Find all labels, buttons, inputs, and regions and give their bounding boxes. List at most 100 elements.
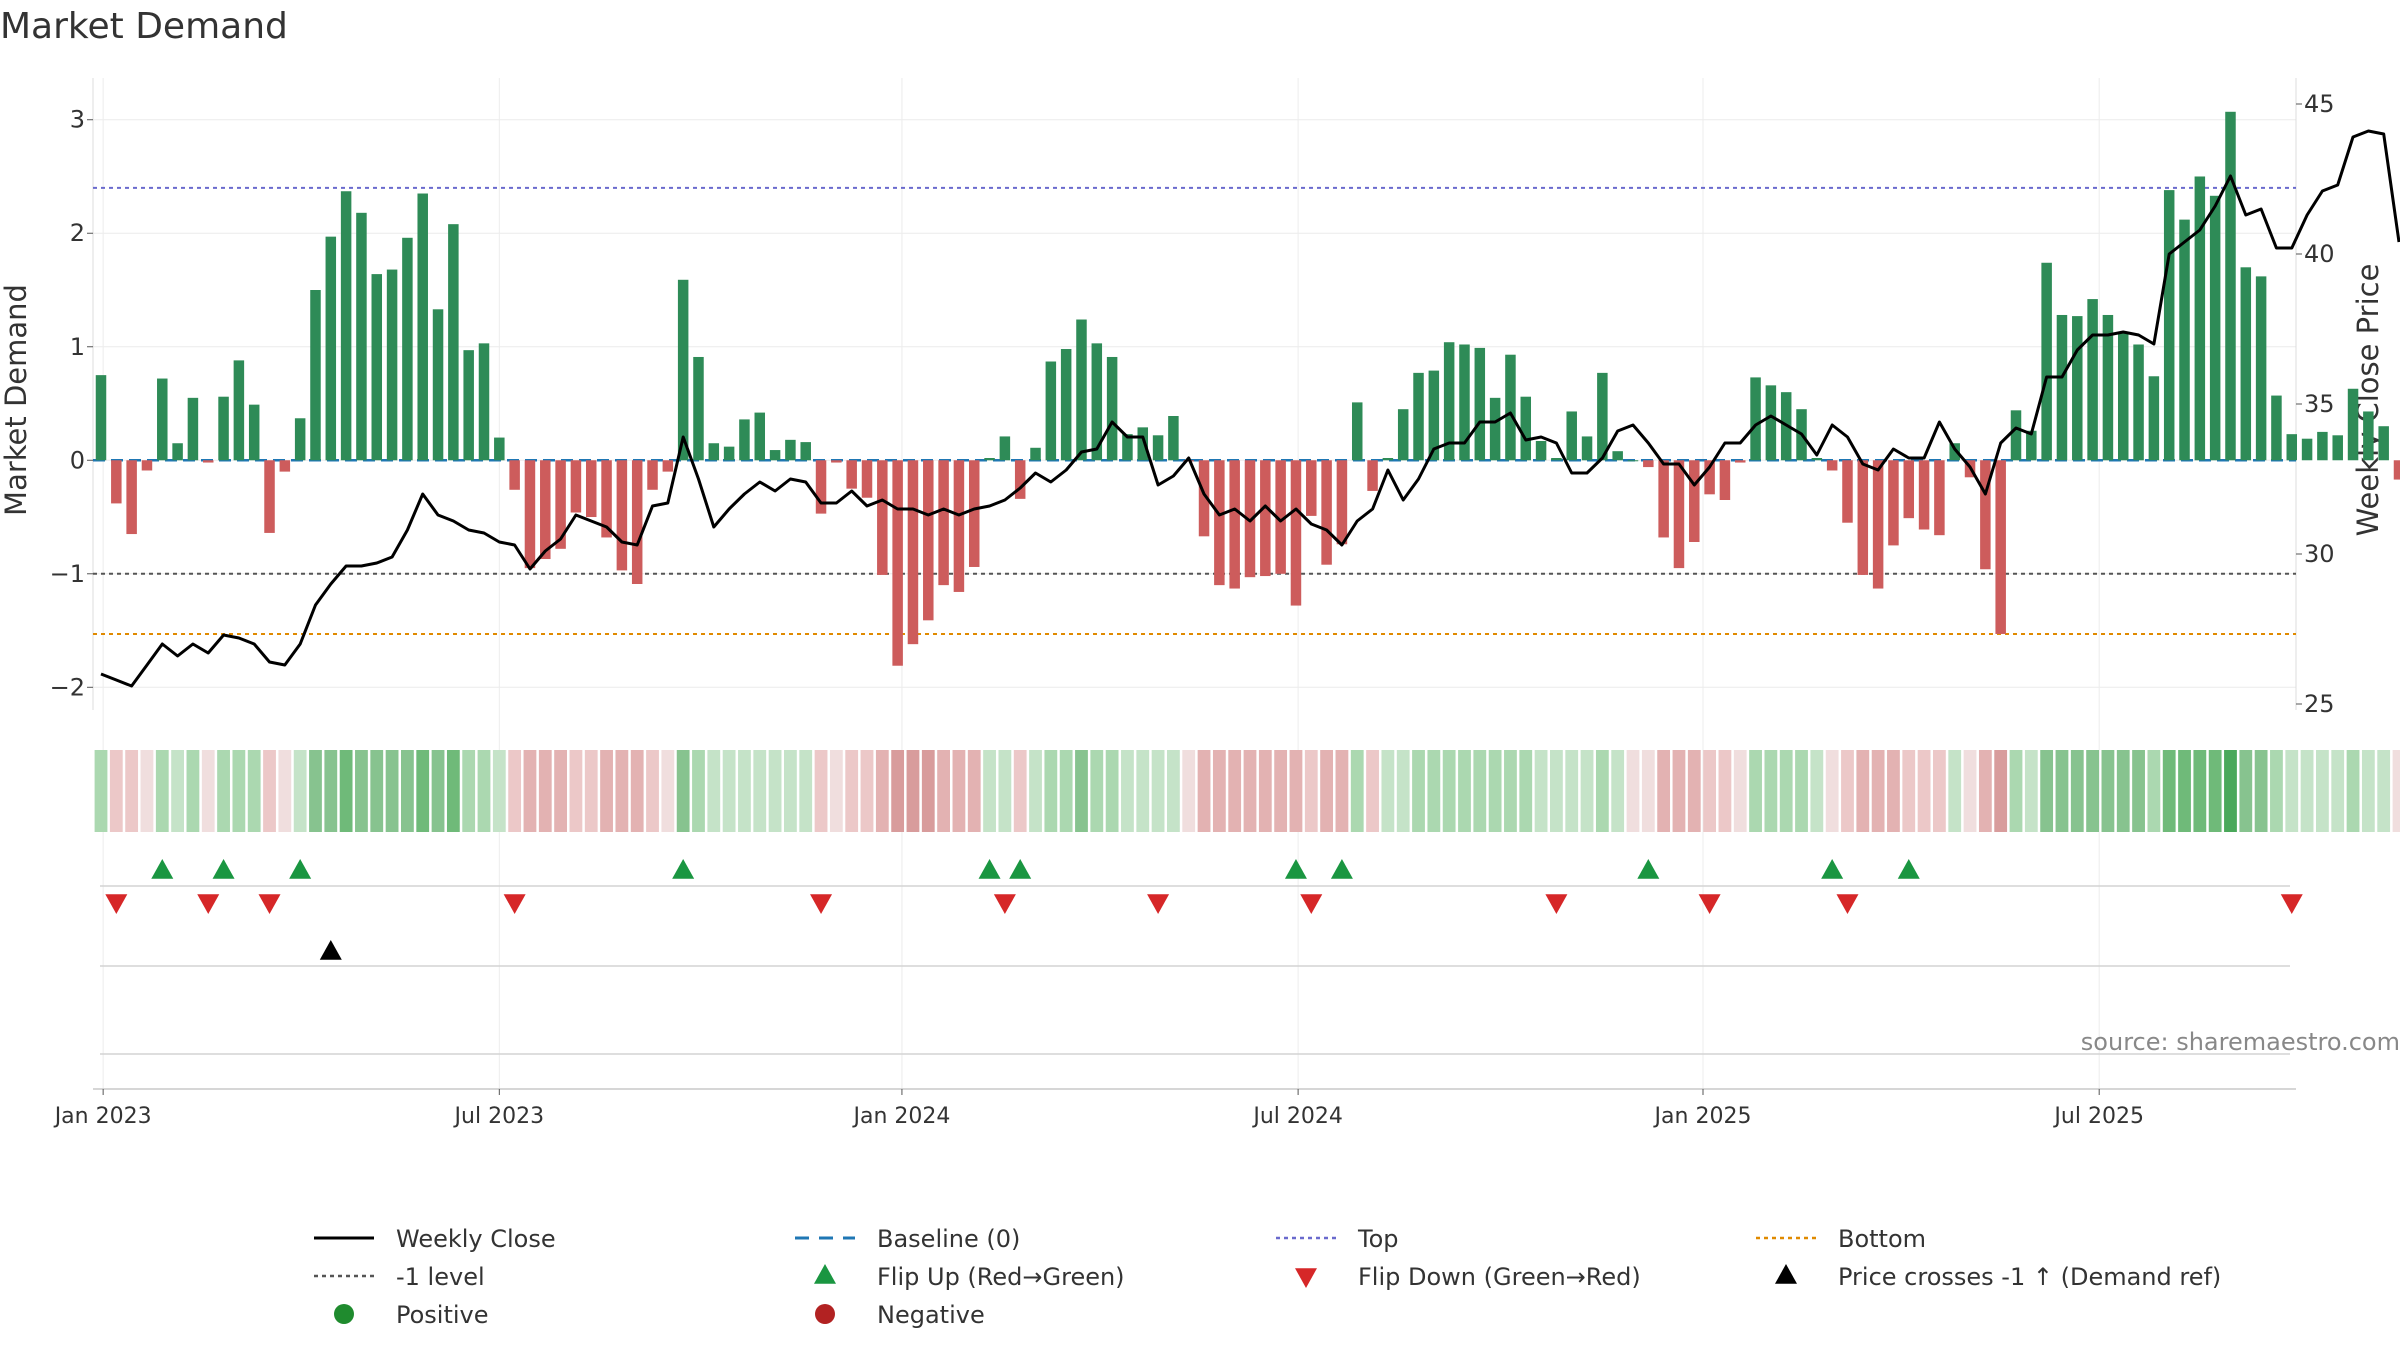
- intensity-cell: [217, 750, 230, 832]
- intensity-cell: [1672, 750, 1686, 832]
- intensity-cell: [2086, 750, 2099, 832]
- intensity-cell: [446, 750, 460, 832]
- intensity-cell: [2377, 750, 2391, 832]
- demand-bar-negative: [616, 460, 628, 571]
- demand-bar-negative: [141, 460, 153, 471]
- intensity-cell: [171, 750, 184, 832]
- flip-down-marker: [258, 894, 281, 914]
- demand-bar-negative: [662, 460, 674, 472]
- demand-bar-positive: [340, 191, 352, 461]
- intensity-cell: [1075, 750, 1088, 832]
- date-tick-label: Jul 2025: [2052, 1104, 2144, 1129]
- demand-bar-positive: [2363, 411, 2374, 461]
- demand-bar-positive: [2225, 111, 2236, 461]
- date-tick-label: Jul 2023: [453, 1104, 545, 1129]
- demand-bar-negative: [1980, 460, 1991, 570]
- intensity-cell: [860, 750, 874, 832]
- intensity-cell: [2361, 750, 2375, 832]
- demand-bar-positive: [1612, 451, 1623, 461]
- demand-bar-negative: [1934, 460, 1945, 536]
- demand-bar-positive: [432, 309, 444, 461]
- demand-bar-positive: [1597, 372, 1608, 461]
- intensity-cell: [1902, 750, 1916, 832]
- date-tick-label: Jul 2024: [1251, 1104, 1343, 1129]
- intensity-cell: [1611, 750, 1625, 832]
- y-axis-ticks: −2 −1 0 1 2 3: [50, 106, 93, 701]
- intensity-cell: [1228, 750, 1242, 832]
- legend-item-label: Weekly Close: [396, 1225, 556, 1253]
- flip-down-marker: [1300, 894, 1323, 914]
- demand-bar-positive: [448, 224, 459, 461]
- demand-bar-positive: [677, 279, 689, 461]
- intensity-cell: [906, 750, 920, 832]
- y2-tick-label: 30: [2304, 540, 2335, 568]
- flip-up-marker: [212, 859, 235, 879]
- demand-bar-negative: [953, 460, 965, 592]
- intensity-cell: [2239, 750, 2253, 832]
- demand-bar-positive: [2347, 388, 2359, 461]
- y-tick-label: 2: [70, 219, 85, 247]
- y-tick-label: 1: [70, 333, 85, 361]
- intensity-cell: [1381, 750, 1395, 832]
- demand-bar-negative: [1336, 460, 1348, 545]
- intensity-cell: [1825, 750, 1839, 832]
- intensity-cell: [2147, 750, 2161, 832]
- demand-bar-positive: [2332, 435, 2343, 461]
- demand-bar-negative: [126, 460, 137, 535]
- intensity-cell: [784, 750, 797, 832]
- demand-bar-positive: [1351, 402, 1363, 461]
- intensity-cell: [2116, 750, 2130, 832]
- intensity-cell: [2346, 750, 2360, 832]
- intensity-cell: [1519, 750, 1533, 832]
- intensity-cell: [1810, 750, 1824, 832]
- demand-bar-positive: [693, 356, 704, 461]
- y-tick-label: −2: [50, 673, 85, 701]
- intensity-cell: [1534, 750, 1548, 832]
- intensity-cell: [753, 750, 767, 832]
- intensity-cell: [600, 750, 613, 832]
- intensity-cell: [1626, 750, 1640, 832]
- intensity-cell: [952, 750, 966, 832]
- intensity-cell: [1105, 750, 1119, 832]
- intensity-cell: [416, 750, 430, 832]
- intensity-cell: [630, 750, 644, 832]
- demand-bar-negative: [861, 460, 873, 498]
- demand-bar-positive: [1750, 377, 1761, 461]
- demand-bar-negative: [1229, 460, 1240, 589]
- demand-bar-negative: [1995, 460, 2006, 634]
- demand-bar-positive: [2026, 430, 2037, 461]
- demand-bar-positive: [1489, 397, 1501, 461]
- demand-bar-negative: [1367, 460, 1378, 491]
- y2-axis-ticks: 25 30 35 40 45: [2296, 90, 2335, 718]
- demand-bar-negative: [968, 460, 980, 567]
- demand-bar-negative: [923, 460, 934, 621]
- intensity-cell: [661, 750, 675, 832]
- demand-bar-negative: [1673, 460, 1685, 569]
- intensity-cell: [1243, 750, 1257, 832]
- flip-up-marker: [1897, 859, 1920, 879]
- demand-bar-negative: [1643, 460, 1654, 468]
- intensity-cell: [1580, 750, 1594, 832]
- intensity-cell: [1887, 750, 1900, 832]
- legend-symbol: [1775, 1264, 1797, 1284]
- intensity-cell: [646, 750, 659, 832]
- intensity-cell: [1396, 750, 1410, 832]
- demand-bar-negative: [1321, 460, 1332, 565]
- demand-bar-positive: [2072, 316, 2083, 461]
- y2-tick-label: 35: [2304, 390, 2335, 418]
- intensity-cell: [1641, 750, 1655, 832]
- demand-bar-positive: [1459, 344, 1470, 461]
- intensity-cell: [2101, 750, 2115, 832]
- demand-bar-positive: [1168, 416, 1179, 461]
- demand-bar-negative: [1244, 460, 1256, 578]
- intensity-cell: [140, 750, 154, 832]
- demand-bar-positive: [2148, 376, 2160, 461]
- demand-bar-positive: [2240, 267, 2252, 461]
- demand-bar-positive: [218, 396, 229, 461]
- intensity-cell: [508, 750, 522, 832]
- demand-bar-negative: [1198, 460, 1210, 537]
- flip-up-marker: [151, 859, 174, 879]
- demand-bar-positive: [1535, 440, 1547, 461]
- intensity-cell: [370, 750, 384, 832]
